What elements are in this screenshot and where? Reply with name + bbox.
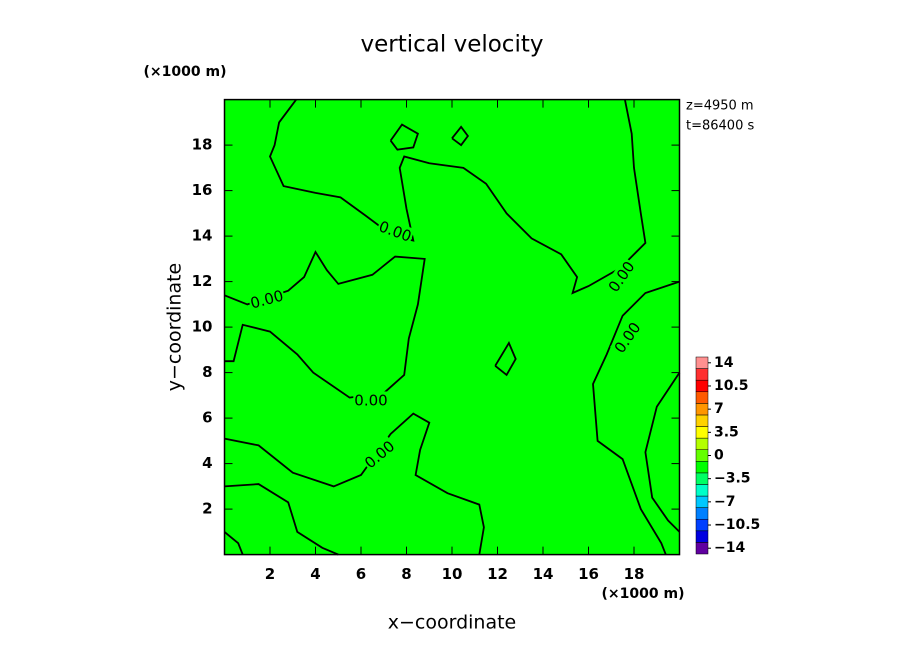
- colorbar-label: 3.5: [714, 424, 739, 440]
- annotation: z=4950 m: [686, 99, 754, 114]
- contour-line: [389, 123, 419, 151]
- contour-line: [224, 250, 426, 399]
- y-tick-label: 14: [192, 227, 213, 245]
- x-axis-label: x−coordinate: [388, 612, 517, 634]
- colorbar-box: [695, 530, 709, 543]
- colorbar-label: 10.5: [714, 378, 749, 394]
- colorbar-label: −3.5: [714, 471, 751, 487]
- x-tick-label: 2: [265, 565, 275, 583]
- y-tick-label: 12: [192, 272, 213, 290]
- field: [224, 99, 680, 555]
- x-tick-label: 12: [487, 565, 508, 583]
- x-tick-label: 18: [624, 565, 645, 583]
- contour-line: [494, 341, 517, 377]
- y-tick-label: 18: [192, 136, 213, 154]
- colorbar-box: [695, 403, 709, 416]
- contour-line: [224, 412, 485, 555]
- contour-label-bg: [604, 257, 640, 297]
- colorbar-box: [695, 379, 709, 393]
- colorbar-label: 14: [714, 355, 734, 371]
- colorbar-box: [695, 356, 709, 369]
- contour-line: [224, 483, 339, 556]
- y-tick-label: 8: [202, 363, 212, 381]
- colorbar-label: −7: [714, 494, 735, 510]
- colorbar-box: [695, 461, 709, 474]
- y-tick-label: 6: [202, 409, 212, 427]
- x-tick-label: 8: [401, 565, 411, 583]
- x-tick-label: 10: [442, 565, 463, 583]
- colorbar-box: [695, 426, 709, 439]
- contour-label: 0.00: [354, 392, 387, 410]
- x-tick-label: 6: [356, 565, 366, 583]
- contour-line: [269, 99, 647, 295]
- y-tick-label: 16: [192, 181, 213, 199]
- contour-label-bg: [360, 436, 400, 473]
- x-unit: (×1000 m): [602, 586, 685, 602]
- colorbar-box: [695, 507, 709, 520]
- colorbar-box: [695, 484, 709, 497]
- colorbar-box: [695, 414, 709, 427]
- contour-line: [592, 280, 680, 555]
- y-tick-label: 4: [202, 454, 212, 472]
- colorbar-label: −14: [714, 540, 745, 556]
- contour-label-bg: [353, 391, 389, 410]
- y-unit: (×1000 m): [144, 64, 227, 80]
- x-tick-label: 16: [578, 565, 599, 583]
- contour-label-bg: [375, 217, 415, 247]
- contour-line: [223, 531, 244, 555]
- y-tick-label: 10: [192, 318, 213, 336]
- chart-title: vertical velocity: [361, 32, 544, 58]
- x-tick-label: 14: [533, 565, 554, 583]
- contour-label-bg: [610, 318, 646, 358]
- y-axis-label: y−coordinate: [164, 263, 186, 392]
- colorbar-box: [695, 437, 709, 450]
- colorbar-box: [695, 495, 709, 508]
- colorbar-label: 0: [714, 448, 724, 464]
- colorbar-box: [695, 472, 709, 485]
- x-tick-label: 4: [310, 565, 320, 583]
- colorbar-box: [695, 542, 709, 555]
- annotation: t=86400 s: [686, 119, 754, 134]
- contour-line: [644, 372, 681, 533]
- colorbar-box: [695, 391, 709, 404]
- contour-line: [451, 125, 470, 147]
- colorbar-box: [695, 518, 709, 532]
- contour-label-bg: [247, 286, 287, 313]
- colorbar-label: 7: [714, 401, 724, 417]
- colorbar-label: −10.5: [714, 517, 760, 533]
- colorbar-box: [695, 368, 709, 381]
- y-tick-label: 2: [202, 500, 212, 518]
- colorbar-box: [695, 449, 709, 462]
